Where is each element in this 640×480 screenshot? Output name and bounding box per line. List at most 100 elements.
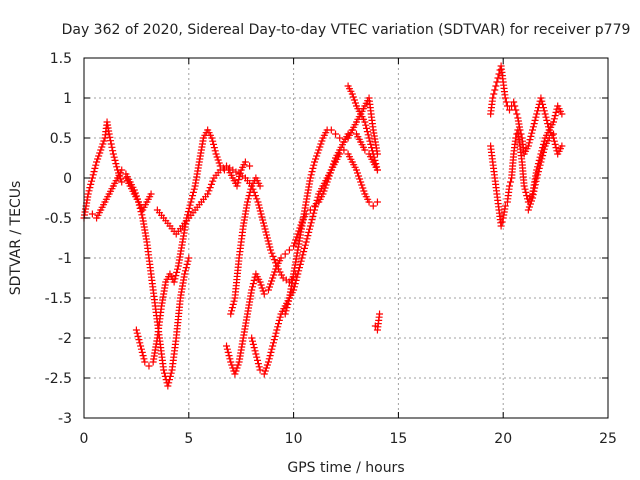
data-point <box>140 355 148 363</box>
data-point <box>138 348 146 356</box>
series-arc-b <box>88 166 193 390</box>
data-point <box>550 137 558 145</box>
data-point <box>310 161 318 169</box>
data-point <box>228 361 236 369</box>
x-tick-label: 20 <box>494 431 512 447</box>
data-point <box>233 182 241 190</box>
data-point <box>352 166 360 174</box>
data-point <box>250 344 258 352</box>
data-point <box>303 235 311 243</box>
data-point <box>318 137 326 145</box>
data-point <box>254 356 262 364</box>
data-point <box>134 198 142 206</box>
data-point <box>545 134 553 142</box>
data-point <box>257 281 265 289</box>
y-tick-label: 0 <box>63 171 72 187</box>
data-point <box>260 222 268 230</box>
data-point <box>533 174 541 182</box>
data-point <box>291 239 299 247</box>
axis-ticks <box>83 57 609 419</box>
y-tick-label: 0.5 <box>50 131 72 147</box>
data-point <box>136 339 144 347</box>
series-arc-g <box>248 146 381 378</box>
data-point <box>539 152 547 160</box>
data-point <box>269 342 277 350</box>
data-point <box>523 192 531 200</box>
data-point <box>277 254 285 262</box>
data-point <box>183 260 191 268</box>
data-point <box>528 129 536 137</box>
data-point <box>542 113 550 121</box>
y-tick-label: 1.5 <box>50 51 72 67</box>
series-arc-d <box>153 162 300 286</box>
data-point <box>313 152 321 160</box>
data-point <box>540 145 548 153</box>
data-point <box>241 158 249 166</box>
data-point <box>173 265 181 273</box>
data-point <box>363 128 371 136</box>
data-point <box>137 208 145 216</box>
data-point <box>308 216 316 224</box>
data-point <box>93 158 101 166</box>
data-point <box>172 272 180 280</box>
data-point <box>317 140 325 148</box>
data-point <box>99 140 107 148</box>
data-point <box>190 185 198 193</box>
data-point <box>538 155 546 163</box>
data-point <box>92 161 100 169</box>
data-point <box>247 185 255 193</box>
data-point <box>100 137 108 145</box>
data-point <box>532 113 540 121</box>
x-tick-label: 0 <box>80 431 89 447</box>
data-point <box>160 369 168 377</box>
data-point <box>284 300 292 308</box>
data-point <box>260 290 268 298</box>
data-point <box>366 137 374 145</box>
data-point <box>491 86 499 94</box>
data-point <box>550 118 558 126</box>
series-arc-f <box>227 174 264 318</box>
data-point <box>233 364 241 372</box>
data-point <box>340 138 348 146</box>
series-arc-l <box>487 126 566 230</box>
y-tick-label: 1 <box>63 91 72 107</box>
y-tick-label: -2.5 <box>45 371 72 387</box>
data-point <box>105 130 113 138</box>
data-point <box>497 222 505 230</box>
data-point <box>357 178 365 186</box>
data-point <box>368 144 376 152</box>
data-point <box>227 310 235 318</box>
data-point <box>253 353 261 361</box>
data-point <box>96 149 104 157</box>
data-point <box>307 219 315 227</box>
data-point <box>534 168 542 176</box>
data-point <box>265 240 273 248</box>
data-point <box>356 175 364 183</box>
y-tick-label: -0.5 <box>45 211 72 227</box>
data-point <box>558 110 566 118</box>
data-point <box>505 106 513 114</box>
data-point <box>248 334 256 342</box>
data-point <box>260 370 268 378</box>
data-point <box>526 200 534 208</box>
data-point <box>520 182 528 190</box>
data-point <box>228 304 236 312</box>
data-point <box>213 153 221 161</box>
data-point <box>232 367 240 375</box>
data-point <box>544 120 552 128</box>
data-point <box>263 234 271 242</box>
data-point <box>267 348 275 356</box>
data-point <box>355 172 363 180</box>
x-tick-labels: 0 5 10 15 20 25 <box>80 431 617 447</box>
data-point <box>529 126 537 134</box>
data-point <box>306 174 314 182</box>
data-point <box>340 146 348 154</box>
data-point <box>373 166 381 174</box>
data-point <box>298 254 306 262</box>
data-point <box>107 137 115 145</box>
data-point <box>373 163 381 171</box>
data-point <box>208 134 216 142</box>
data-point <box>95 152 103 160</box>
data-point <box>360 187 368 195</box>
